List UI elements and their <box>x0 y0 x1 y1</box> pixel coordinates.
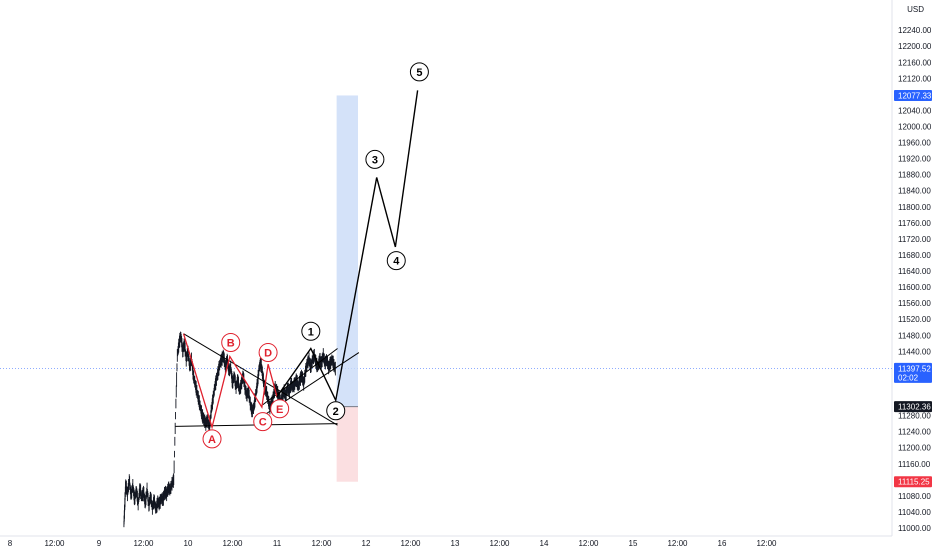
x-tick-label: 8 <box>8 539 13 548</box>
x-tick-label: 12:00 <box>311 539 332 548</box>
x-tick-label: 12:00 <box>489 539 510 548</box>
wave-label-c-text: C <box>259 417 267 429</box>
wave-label-c: C <box>254 413 272 431</box>
wave-label-1: 1 <box>302 322 320 340</box>
wave-label-5-text: 5 <box>416 67 422 79</box>
wave-label-e: E <box>271 400 289 418</box>
y-tick-label: 11040.00 <box>898 508 931 517</box>
y-tick-label: 11680.00 <box>898 251 931 260</box>
x-tick-label: 11 <box>273 539 282 548</box>
wave-label-2-text: 2 <box>333 406 339 418</box>
wave-label-3-text: 3 <box>372 154 378 166</box>
x-tick-label: 15 <box>629 539 638 548</box>
y-tick-label: 11920.00 <box>898 155 931 164</box>
x-axis: 8 12:00 9 12:00 10 12:00 11 12:00 12 12:00 13 12:00… <box>8 539 777 548</box>
y-tick-label: 11240.00 <box>898 428 931 437</box>
x-tick-label: 12:00 <box>400 539 421 548</box>
y-tick-label: 11200.00 <box>898 444 931 453</box>
y-tick-label: 12160.00 <box>898 58 932 67</box>
wave-label-3: 3 <box>366 150 384 168</box>
y-tick-label: 11160.00 <box>898 460 931 469</box>
price-tag-value: 11397.52 <box>898 364 931 373</box>
x-tick-label: 9 <box>97 539 102 548</box>
y-tick-label: 11600.00 <box>898 283 931 292</box>
wave-label-1-text: 1 <box>308 326 314 338</box>
y-tick-label: 12040.00 <box>898 106 932 115</box>
wave-label-a: A <box>203 430 221 448</box>
x-tick-label: 12:00 <box>667 539 688 548</box>
wave-label-5: 5 <box>410 63 428 81</box>
y-tick-label: 12240.00 <box>898 26 932 35</box>
wave-label-4: 4 <box>387 252 405 270</box>
y-tick-label: 11480.00 <box>898 331 931 340</box>
y-tick-label: 12000.00 <box>898 123 932 132</box>
x-tick-label: 12:00 <box>578 539 599 548</box>
price-tag: 11115.25 <box>894 476 932 487</box>
y-tick-label: 11800.00 <box>898 203 931 212</box>
x-tick-label: 10 <box>184 539 193 548</box>
x-tick-label: 16 <box>718 539 727 548</box>
y-tick-label: 11880.00 <box>898 171 931 180</box>
currency-label: USD <box>907 5 924 14</box>
y-tick-label: 11720.00 <box>898 235 931 244</box>
position-zones <box>337 95 358 481</box>
wave-label-a-text: A <box>208 434 216 446</box>
wave-label-b-text: B <box>227 338 235 350</box>
price-tag-countdown: 02:02 <box>898 373 919 382</box>
y-tick-label: 11640.00 <box>898 267 931 276</box>
x-tick-label: 12:00 <box>44 539 65 548</box>
y-tick-label: 12200.00 <box>898 42 932 51</box>
price-tag: 11302.36 <box>894 401 932 412</box>
y-tick-label: 11440.00 <box>898 347 931 356</box>
x-tick-label: 12:00 <box>756 539 777 548</box>
wave-labels: A B C D E 1 2 3 4 5 <box>203 63 428 448</box>
wave-label-2: 2 <box>327 402 345 420</box>
x-tick-label: 12:00 <box>222 539 243 548</box>
y-tick-label: 11840.00 <box>898 187 931 196</box>
y-tick-label: 11080.00 <box>898 492 931 501</box>
wave-label-b: B <box>222 334 240 352</box>
x-tick-label: 12:00 <box>133 539 154 548</box>
wave-label-d: D <box>259 344 277 362</box>
y-tick-label: 11760.00 <box>898 219 931 228</box>
x-tick-label: 12 <box>362 539 371 548</box>
price-tag-value: 11302.36 <box>898 403 931 412</box>
x-tick-label: 13 <box>451 539 460 548</box>
wave-label-4-text: 4 <box>393 256 400 268</box>
wave-label-e-text: E <box>276 404 283 416</box>
y-tick-label: 12120.00 <box>898 74 932 83</box>
y-tick-label: 11520.00 <box>898 315 931 324</box>
y-tick-label: 11000.00 <box>898 524 931 533</box>
grid <box>0 0 892 536</box>
y-axis: 12240.00 12200.00 12160.00 12120.00 12040.00… <box>898 26 932 533</box>
price-tag: 12077.33 <box>894 90 932 101</box>
y-tick-label: 11280.00 <box>898 412 931 421</box>
y-tick-label: 11960.00 <box>898 139 931 148</box>
y-tick-label: 11560.00 <box>898 299 931 308</box>
x-tick-label: 14 <box>540 539 549 548</box>
price-tag-value: 12077.33 <box>898 91 932 100</box>
wave-label-d-text: D <box>264 348 272 360</box>
price-tag-value: 11115.25 <box>898 478 930 487</box>
